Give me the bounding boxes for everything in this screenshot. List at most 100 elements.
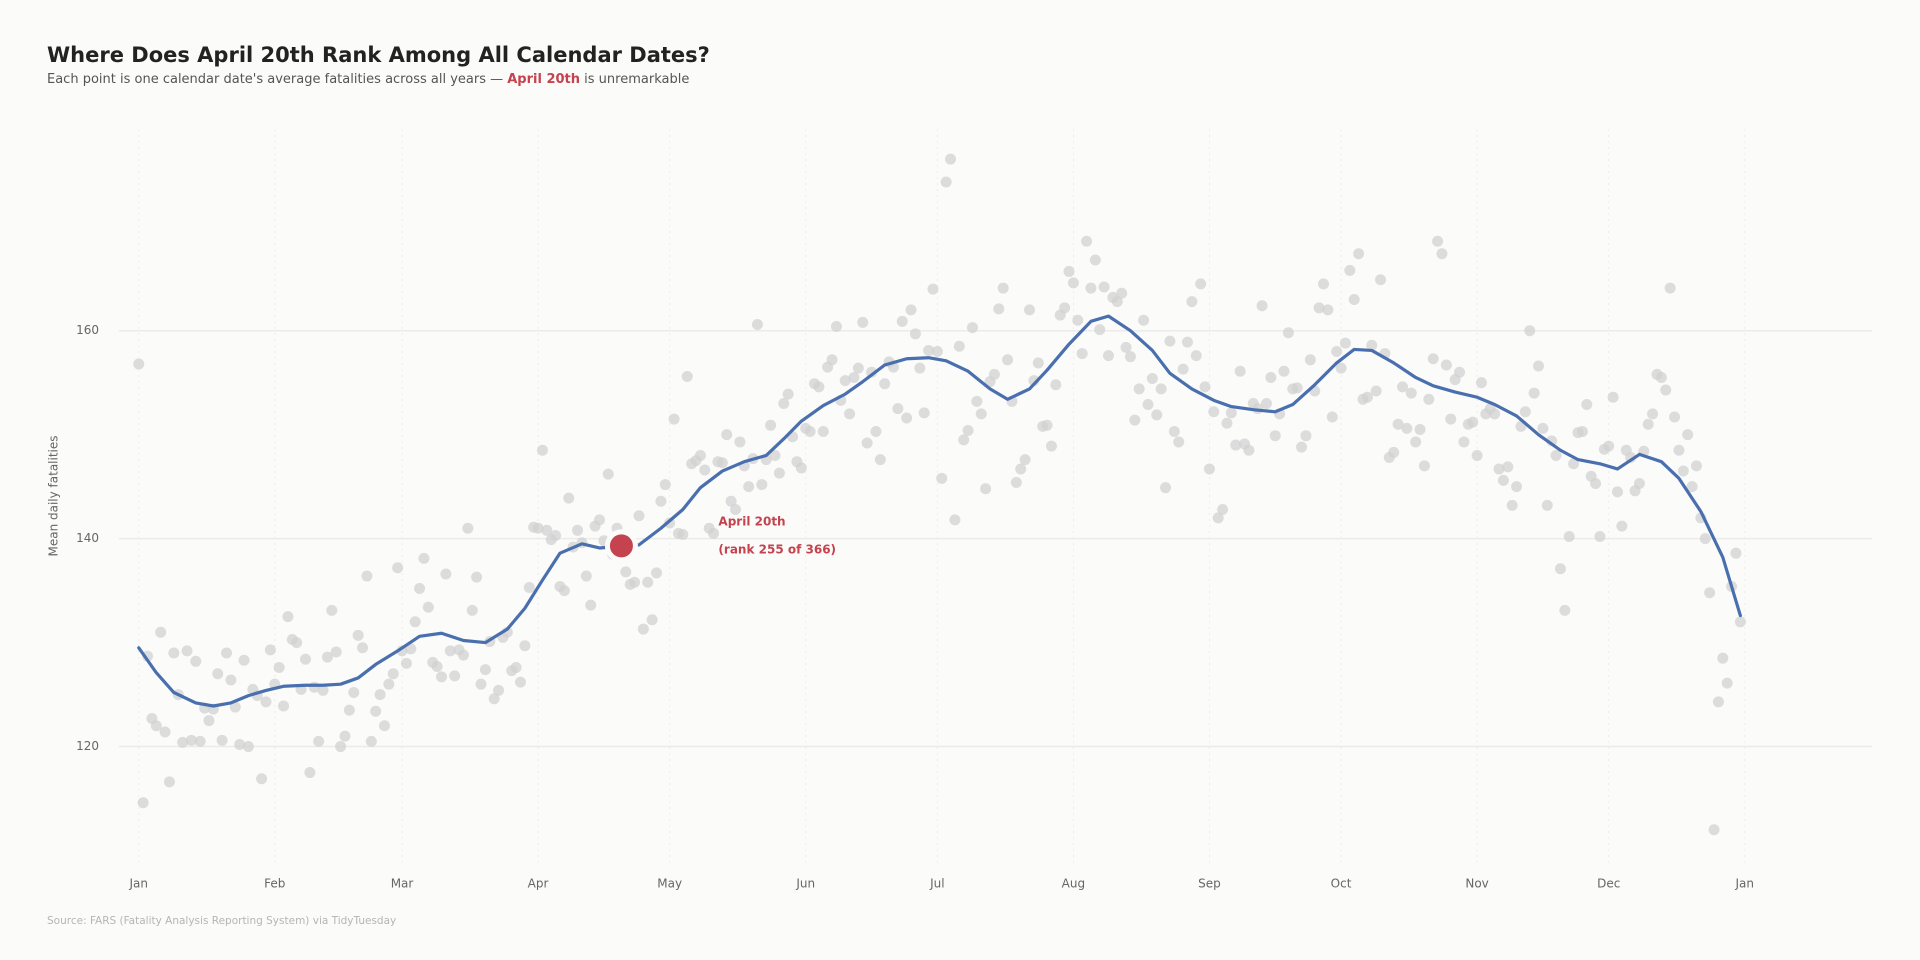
point <box>1212 512 1224 524</box>
point <box>1045 440 1057 452</box>
point <box>1519 406 1531 418</box>
point <box>1423 393 1435 405</box>
point <box>558 585 570 597</box>
point <box>563 492 575 504</box>
point <box>765 419 777 431</box>
point <box>1682 429 1694 441</box>
point <box>892 403 904 415</box>
point <box>1704 587 1716 599</box>
point <box>1050 379 1062 391</box>
annotation: (rank 255 of 366) <box>718 542 836 556</box>
point <box>357 642 369 654</box>
point <box>1414 423 1426 435</box>
point <box>1353 248 1365 260</box>
point <box>1581 399 1593 411</box>
point <box>602 468 614 480</box>
point <box>870 426 882 438</box>
point <box>1633 478 1645 490</box>
point <box>361 570 373 582</box>
point <box>773 467 785 479</box>
point <box>1081 235 1093 247</box>
point <box>1708 824 1720 836</box>
source-note: Source: FARS (Fatality Analysis Reportin… <box>47 915 396 927</box>
x-tick-label: Jun <box>795 877 815 891</box>
x-tick-label: Feb <box>264 877 285 891</box>
point <box>1265 371 1277 383</box>
point <box>457 649 469 661</box>
point <box>1497 474 1509 486</box>
point <box>1660 384 1672 396</box>
trend-line <box>137 314 1742 708</box>
point <box>1396 381 1408 393</box>
point <box>1370 385 1382 397</box>
point <box>264 644 276 656</box>
point <box>1041 419 1053 431</box>
point <box>1322 304 1334 316</box>
point <box>1616 520 1628 532</box>
point <box>905 304 917 316</box>
point <box>400 657 412 669</box>
point <box>1313 302 1325 314</box>
point <box>1102 350 1114 362</box>
point <box>743 481 755 493</box>
point <box>348 686 360 698</box>
point <box>1734 616 1746 628</box>
point <box>1278 365 1290 377</box>
point <box>462 522 474 534</box>
point <box>655 495 667 507</box>
x-tick-label: Oct <box>1331 877 1352 891</box>
point <box>997 282 1009 294</box>
point <box>1010 476 1022 488</box>
point <box>466 604 478 616</box>
subtitle-highlight: April 20th <box>507 72 580 87</box>
point <box>1375 274 1387 286</box>
point <box>1554 563 1566 575</box>
point <box>593 514 605 526</box>
point <box>1427 353 1439 365</box>
point <box>694 449 706 461</box>
x-tick-label: Dec <box>1597 877 1620 891</box>
point <box>866 366 878 378</box>
point <box>874 454 886 466</box>
point <box>1138 314 1150 326</box>
point <box>668 413 680 425</box>
point <box>1458 436 1470 448</box>
point <box>1467 416 1479 428</box>
point <box>681 370 693 382</box>
point <box>923 344 935 356</box>
point <box>1611 486 1623 498</box>
point <box>150 720 162 732</box>
point <box>1506 499 1518 511</box>
point <box>909 328 921 340</box>
point <box>826 354 838 366</box>
point <box>256 773 268 785</box>
point <box>1418 460 1430 472</box>
point <box>1160 482 1172 494</box>
point <box>383 678 395 690</box>
point <box>1326 411 1338 423</box>
annotation: April 20th <box>718 514 785 528</box>
point <box>1607 391 1619 403</box>
point <box>313 735 325 747</box>
point <box>326 604 338 616</box>
point <box>471 571 483 583</box>
point <box>137 797 149 809</box>
point <box>159 726 171 738</box>
point <box>629 576 641 588</box>
point <box>444 645 456 657</box>
point <box>1059 302 1071 314</box>
point <box>1234 365 1246 377</box>
point <box>1282 327 1294 339</box>
y-tick-label: 140 <box>76 531 99 545</box>
point <box>966 322 978 334</box>
point <box>299 653 311 665</box>
subtitle-text: Each point is one calendar date's averag… <box>47 72 507 87</box>
point <box>1401 422 1413 434</box>
point <box>229 701 241 713</box>
point <box>1642 418 1654 430</box>
point <box>848 371 860 383</box>
point <box>273 662 285 674</box>
point <box>1177 363 1189 375</box>
point <box>392 562 404 574</box>
point <box>1164 335 1176 347</box>
